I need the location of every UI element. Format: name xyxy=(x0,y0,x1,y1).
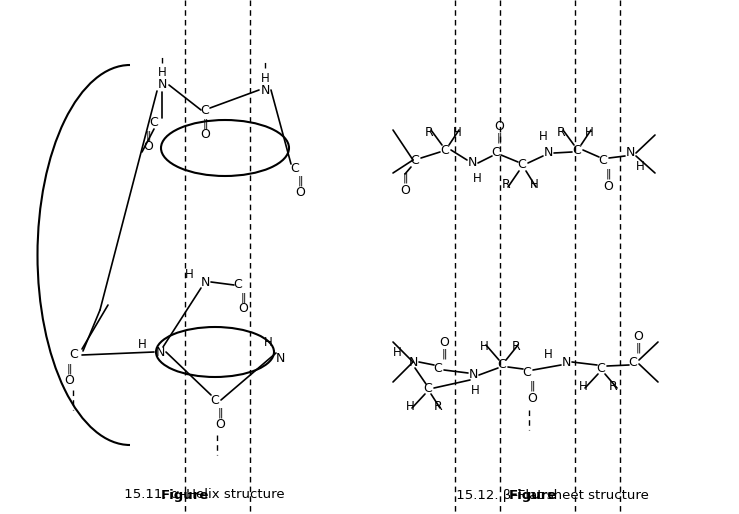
Text: O: O xyxy=(527,392,537,405)
Text: O: O xyxy=(64,374,74,387)
Text: C: C xyxy=(423,381,432,395)
Text: C: C xyxy=(491,146,500,159)
Text: O: O xyxy=(439,336,449,348)
Text: N: N xyxy=(467,156,477,170)
Text: Figure: Figure xyxy=(509,488,557,502)
Text: O: O xyxy=(494,120,504,134)
Text: N: N xyxy=(625,146,635,159)
Text: N: N xyxy=(200,276,210,288)
Text: R: R xyxy=(609,379,617,393)
Text: N: N xyxy=(469,369,477,381)
Text: C: C xyxy=(211,394,219,407)
Text: ‖: ‖ xyxy=(217,408,222,418)
Text: ‖: ‖ xyxy=(202,119,208,129)
Text: C: C xyxy=(411,154,419,167)
Text: ‖: ‖ xyxy=(441,349,447,359)
Text: O: O xyxy=(400,183,410,196)
Text: O: O xyxy=(238,303,248,316)
Text: H: H xyxy=(585,125,593,138)
Text: R: R xyxy=(511,340,520,354)
Text: ‖: ‖ xyxy=(67,364,72,374)
Text: C: C xyxy=(440,143,449,156)
Text: C: C xyxy=(573,143,582,156)
Text: C: C xyxy=(599,154,607,167)
Text: C: C xyxy=(69,348,78,361)
Text: H: H xyxy=(392,345,401,358)
Text: H: H xyxy=(452,125,461,138)
Text: H: H xyxy=(530,178,539,192)
Text: H: H xyxy=(471,384,480,397)
Text: H: H xyxy=(480,340,488,354)
Text: Figure: Figure xyxy=(161,488,209,502)
Text: 15.12. β–Flat sheet structure: 15.12. β–Flat sheet structure xyxy=(418,488,648,502)
Text: ‖: ‖ xyxy=(529,381,535,391)
Text: R: R xyxy=(425,125,433,138)
Text: O: O xyxy=(143,140,153,154)
Text: C: C xyxy=(596,361,605,375)
Text: ‖: ‖ xyxy=(636,343,641,353)
Text: C: C xyxy=(522,365,531,378)
Text: N: N xyxy=(276,352,285,364)
Text: ‖: ‖ xyxy=(146,131,151,141)
Text: H: H xyxy=(544,347,552,360)
Text: H: H xyxy=(406,399,415,413)
Text: C: C xyxy=(290,161,299,174)
Text: ‖: ‖ xyxy=(497,133,502,143)
Text: N: N xyxy=(409,356,418,369)
Text: O: O xyxy=(603,179,613,193)
Text: H: H xyxy=(157,66,166,80)
Text: H: H xyxy=(185,267,194,281)
Text: H: H xyxy=(636,160,644,174)
Text: ‖: ‖ xyxy=(297,176,303,186)
Text: C: C xyxy=(517,158,526,172)
Text: C: C xyxy=(434,361,443,375)
Text: 15.11. α–Helix structure: 15.11. α–Helix structure xyxy=(86,488,285,502)
Text: R: R xyxy=(434,399,443,413)
Text: ‖: ‖ xyxy=(240,293,246,303)
Text: C: C xyxy=(629,356,637,369)
Text: H: H xyxy=(264,336,273,348)
Text: R: R xyxy=(556,125,565,138)
Text: H: H xyxy=(473,173,481,186)
Text: N: N xyxy=(155,345,165,358)
Text: O: O xyxy=(633,329,643,342)
Text: O: O xyxy=(295,186,305,198)
Text: O: O xyxy=(200,128,210,141)
Text: ‖: ‖ xyxy=(402,173,408,183)
Text: O: O xyxy=(215,418,225,431)
Text: C: C xyxy=(149,116,158,128)
Text: C: C xyxy=(200,103,209,117)
Text: ‖: ‖ xyxy=(605,169,610,179)
Text: N: N xyxy=(260,83,270,97)
Text: R: R xyxy=(502,178,511,192)
Text: H: H xyxy=(579,379,588,393)
Text: H: H xyxy=(137,338,146,351)
Text: H: H xyxy=(539,131,548,143)
Text: N: N xyxy=(543,146,553,159)
Text: H: H xyxy=(261,71,270,84)
Text: N: N xyxy=(157,79,167,91)
Text: C: C xyxy=(234,279,242,291)
Text: C: C xyxy=(497,358,506,372)
Text: N: N xyxy=(562,356,571,369)
